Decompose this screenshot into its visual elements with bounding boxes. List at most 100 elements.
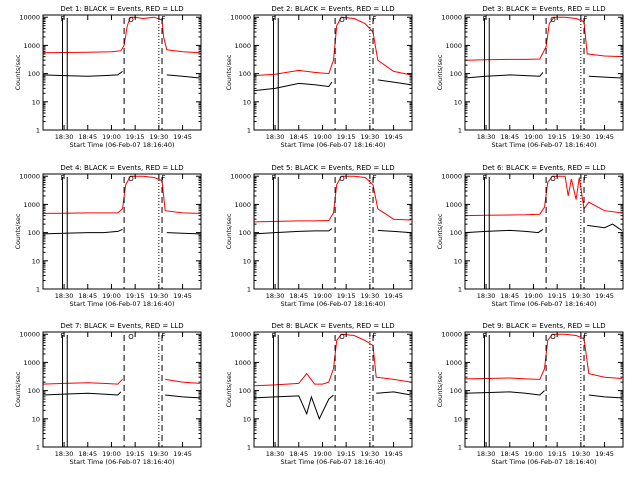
marker-glyph-circle: O <box>339 175 345 183</box>
series-events-line <box>42 391 200 399</box>
panel-det-1: 1 10 100 1000 10000 18:30 18:45 19:00 19:15 19:30… <box>14 5 202 149</box>
series-lld-line <box>253 175 411 223</box>
y-tick-label: 1000 <box>23 359 40 367</box>
y-axis-label: Counts/sec <box>14 371 22 407</box>
x-tick-label: 18:30 <box>477 133 496 141</box>
x-axis-label: Start Time (06-Feb-07 18:16:40) <box>281 141 386 149</box>
x-axis-label: Start Time (06-Feb-07 18:16:40) <box>492 141 597 149</box>
y-tick-label: 100 <box>28 70 40 78</box>
x-tick-label: 19:30 <box>149 292 168 300</box>
y-tick-label: 10000 <box>441 331 462 339</box>
series-lld-line <box>42 16 200 54</box>
marker-glyph-start: F <box>482 174 486 182</box>
x-axis-label: Start Time (06-Feb-07 18:16:40) <box>492 300 597 308</box>
x-tick-label: 19:15 <box>548 450 567 458</box>
y-axis-label: Counts/sec <box>436 213 444 249</box>
x-tick-label: 19:00 <box>102 450 121 458</box>
x-tick-label: 19:15 <box>126 133 145 141</box>
y-axis-label: Counts/sec <box>225 371 233 407</box>
y-tick-label: 1 <box>458 444 462 452</box>
panel-det-8: 1 10 100 1000 10000 18:30 18:45 19:00 19:15 19:30… <box>225 322 413 466</box>
panel-title: Det 2: BLACK = Events, RED = LLD <box>271 5 394 13</box>
x-axis-label: Start Time (06-Feb-07 18:16:40) <box>70 141 175 149</box>
marker-glyph-circle: O <box>550 16 556 24</box>
marker-glyph-circle: O <box>550 333 556 341</box>
panel-title: Det 7: BLACK = Events, RED = LLD <box>60 322 183 330</box>
x-tick-label: 18:30 <box>477 450 496 458</box>
x-axis-label: Start Time (06-Feb-07 18:16:40) <box>492 458 597 466</box>
y-tick-label: 100 <box>28 229 40 237</box>
x-tick-label: 18:45 <box>500 450 519 458</box>
marker-glyph-circle: O <box>339 16 345 24</box>
marker-glyph-end: F <box>161 332 165 340</box>
y-tick-label: 100 <box>239 70 251 78</box>
y-tick-label: 10 <box>454 98 462 106</box>
series-events-line <box>464 72 622 79</box>
x-tick-label: 19:45 <box>173 450 192 458</box>
x-tick-label: 18:30 <box>477 292 496 300</box>
y-tick-label: 1000 <box>23 201 40 209</box>
y-tick-label: 100 <box>239 387 251 395</box>
panel-title: Det 5: BLACK = Events, RED = LLD <box>271 164 394 172</box>
plot-frame <box>42 14 202 131</box>
y-tick-label: 1000 <box>445 42 462 50</box>
y-tick-label: 10000 <box>19 173 40 181</box>
marker-glyph-circle: O <box>550 175 556 183</box>
marker-glyph-start: F <box>60 332 64 340</box>
x-tick-label: 18:45 <box>78 133 97 141</box>
x-tick-label: 19:45 <box>595 133 614 141</box>
y-tick-label: 1000 <box>445 359 462 367</box>
x-tick-label: 19:45 <box>384 292 403 300</box>
y-axis-label: Counts/sec <box>14 213 22 249</box>
x-tick-label: 19:15 <box>548 133 567 141</box>
series-events-line <box>253 391 411 421</box>
x-tick-label: 18:30 <box>55 133 74 141</box>
y-tick-label: 10 <box>32 257 40 265</box>
series-events-line <box>253 79 411 92</box>
panel-det-6: 1 10 100 1000 10000 18:30 18:45 19:00 19:15 19:30… <box>436 164 624 308</box>
y-tick-label: 1000 <box>234 201 251 209</box>
y-tick-label: 1 <box>247 127 251 135</box>
panel-det-7: 1 10 100 1000 10000 18:30 18:45 19:00 19:15 19:30… <box>14 322 202 466</box>
marker-glyph-end: F <box>583 174 587 182</box>
y-tick-label: 10 <box>243 257 251 265</box>
x-tick-label: 19:00 <box>102 133 121 141</box>
series-events-line <box>42 70 200 79</box>
x-tick-label: 18:45 <box>78 292 97 300</box>
y-tick-label: 10000 <box>230 173 251 181</box>
y-tick-label: 10 <box>32 98 40 106</box>
series-lld-line <box>42 378 200 385</box>
x-tick-label: 19:30 <box>360 133 379 141</box>
series-lld-line <box>464 16 622 61</box>
x-tick-label: 19:45 <box>384 133 403 141</box>
x-tick-label: 19:30 <box>571 133 590 141</box>
panel-title: Det 4: BLACK = Events, RED = LLD <box>60 164 183 172</box>
marker-glyph-circle: O <box>128 333 134 341</box>
y-tick-label: 100 <box>450 70 462 78</box>
x-tick-label: 19:15 <box>337 292 356 300</box>
y-tick-label: 100 <box>450 387 462 395</box>
x-tick-label: 18:45 <box>289 292 308 300</box>
panel-det-9: 1 10 100 1000 10000 18:30 18:45 19:00 19:15 19:30… <box>436 322 624 466</box>
plot-frame <box>253 331 413 448</box>
x-tick-label: 19:30 <box>571 292 590 300</box>
marker-glyph-end: F <box>372 332 376 340</box>
panel-det-2: 1 10 100 1000 10000 18:30 18:45 19:00 19:15 19:30… <box>225 5 413 149</box>
x-tick-label: 18:45 <box>78 450 97 458</box>
marker-glyph-end: F <box>161 174 165 182</box>
y-tick-label: 1 <box>458 127 462 135</box>
y-tick-label: 1 <box>458 286 462 294</box>
y-axis-label: Counts/sec <box>436 371 444 407</box>
plot-frame <box>253 173 413 290</box>
marker-glyph-start: F <box>271 174 275 182</box>
panel-det-3: 1 10 100 1000 10000 18:30 18:45 19:00 19:15 19:30… <box>436 5 624 149</box>
y-tick-label: 10 <box>454 257 462 265</box>
x-tick-label: 19:45 <box>173 292 192 300</box>
marker-glyph-circle: O <box>128 175 134 183</box>
x-tick-label: 19:00 <box>524 450 543 458</box>
marker-glyph-end: F <box>583 332 587 340</box>
plot-frame <box>42 331 202 448</box>
y-tick-label: 10000 <box>19 331 40 339</box>
x-tick-label: 19:00 <box>524 133 543 141</box>
x-tick-label: 18:45 <box>500 133 519 141</box>
